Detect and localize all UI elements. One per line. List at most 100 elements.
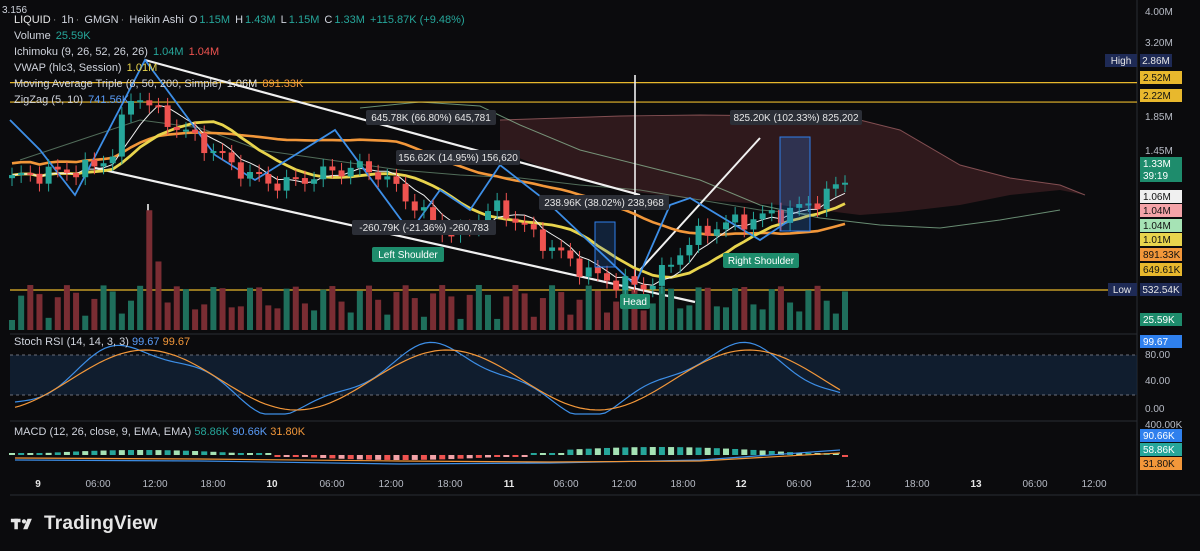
volume-legend[interactable]: Volume 25.59K: [14, 29, 93, 43]
volume-bar: [759, 309, 766, 330]
volume-bar: [73, 292, 80, 330]
volume-bar: [576, 299, 583, 330]
measure-box-4: [594, 221, 616, 268]
measure-label-2-bg: [396, 150, 520, 165]
candle: [63, 162, 70, 181]
volume-bar: [457, 318, 464, 330]
volume-bar: [741, 286, 748, 330]
macd-box-bg: [1140, 443, 1182, 456]
price-box-label: 649.61K: [1143, 265, 1181, 276]
candle: [356, 153, 363, 176]
candle: [73, 165, 80, 186]
price-box-label: 891.33K: [1143, 250, 1181, 261]
candle-body: [420, 207, 427, 211]
candle-body: [356, 161, 363, 168]
tradingview-brand[interactable]: TradingView: [10, 513, 158, 535]
macd-legend[interactable]: MACD (12, 26, close, 9, EMA, EMA) 58.86K…: [14, 426, 305, 438]
macd-hist-bar: [301, 455, 308, 458]
volume-bar: [723, 307, 729, 330]
candle: [283, 169, 290, 199]
low-label: L: [280, 14, 287, 26]
candle-body: [741, 214, 748, 230]
volume-bar: [777, 286, 784, 330]
candle-body: [283, 177, 290, 191]
macd-hist-bar: [448, 455, 455, 460]
head-label: Head: [620, 294, 650, 309]
volume-bar: [9, 320, 15, 330]
macd-hist-bar: [118, 450, 125, 455]
macd-hist-bar: [155, 450, 162, 455]
chart-style[interactable]: Heikin Ashi: [129, 14, 184, 26]
macd-hist-bar: [567, 449, 574, 455]
candle: [54, 159, 61, 178]
candle-body: [91, 159, 98, 167]
candle-body: [521, 222, 528, 225]
zigzag-legend[interactable]: ZigZag (5, 10) 741.56K: [14, 93, 131, 107]
candle-body: [320, 166, 327, 180]
ichimoku-value-2: 1.04M: [188, 46, 220, 58]
high-tag-bg: [1105, 54, 1137, 67]
volume-bar: [320, 289, 327, 330]
macd-hist-bar: [402, 455, 409, 460]
macd-hist-bar: [430, 455, 437, 460]
macd-hist-bar: [320, 455, 327, 458]
candle: [393, 168, 400, 192]
candle: [585, 259, 592, 285]
low-tag-value: 532.54K: [1142, 285, 1180, 296]
macd-hist-bar: [109, 450, 116, 455]
volume-bar: [732, 288, 739, 330]
vwap-legend[interactable]: VWAP (hlc3, Session) 1.01M: [14, 61, 159, 75]
time-tick-label: 12:00: [845, 479, 870, 490]
low-value-bg: [1140, 283, 1182, 296]
macd-hist-bar: [274, 455, 281, 457]
macd-hist-bar: [530, 453, 537, 455]
symbol-legend: LIQUID · 1h · GMGN · Heikin Ashi O 1.15M H 1.…: [14, 14, 465, 26]
volume-bar: [594, 290, 601, 330]
volume-bar: [768, 289, 775, 330]
high-value: 1.43M: [245, 14, 276, 26]
volume-bar: [329, 286, 336, 330]
candle-body: [777, 210, 784, 223]
price-box-label: 25.59K: [1143, 315, 1175, 326]
macd-hist-bar: [237, 453, 244, 455]
vwap-value: 1.01M: [126, 62, 158, 74]
volume-bar: [237, 306, 244, 330]
candle-body: [842, 182, 848, 185]
candle-body: [787, 207, 794, 223]
macd-hist-bar: [210, 451, 217, 455]
timeframe[interactable]: 1h: [61, 14, 74, 26]
time-tick-label: 06:00: [553, 479, 578, 490]
macd-hist-bar: [494, 455, 501, 457]
volume-bar: [228, 307, 235, 330]
stoch-rsi-legend[interactable]: Stoch RSI (14, 14, 3, 3) 99.67 99.67: [14, 336, 190, 348]
candle-body: [9, 175, 15, 179]
volume-bar: [512, 285, 519, 330]
macd-hist-bar: [283, 455, 290, 457]
candle: [228, 145, 235, 171]
volume-bar: [521, 293, 528, 330]
candle-body: [128, 100, 134, 115]
ma-triple-legend[interactable]: Moving Average Triple (8, 50, 200, Simpl…: [14, 77, 305, 91]
candle: [604, 265, 610, 289]
volume-bar: [677, 308, 684, 330]
macd-hist-bar: [658, 447, 665, 455]
volume-bar: [118, 313, 125, 330]
time-tick-label: 18:00: [437, 479, 462, 490]
volume-bar: [411, 298, 418, 330]
candle: [311, 171, 318, 192]
symbol-name[interactable]: LIQUID: [14, 14, 51, 26]
time-tick-label: 12:00: [1081, 479, 1106, 490]
candle: [18, 165, 25, 183]
macd-hist-bar: [292, 455, 299, 457]
candle: [796, 196, 803, 216]
candle-body: [347, 167, 354, 177]
macd-hist-bar: [100, 450, 107, 455]
macd-hist-bar: [485, 455, 491, 458]
candle: [118, 107, 125, 165]
ichimoku-legend[interactable]: Ichimoku (9, 26, 52, 26, 26) 1.04M 1.04M: [14, 45, 221, 59]
vwap-label: VWAP (hlc3, Session): [14, 62, 122, 74]
macd-box-label: 90.66K: [1143, 431, 1175, 442]
macd-label: MACD (12, 26, close, 9, EMA, EMA): [14, 426, 192, 438]
candle-body: [430, 207, 437, 221]
